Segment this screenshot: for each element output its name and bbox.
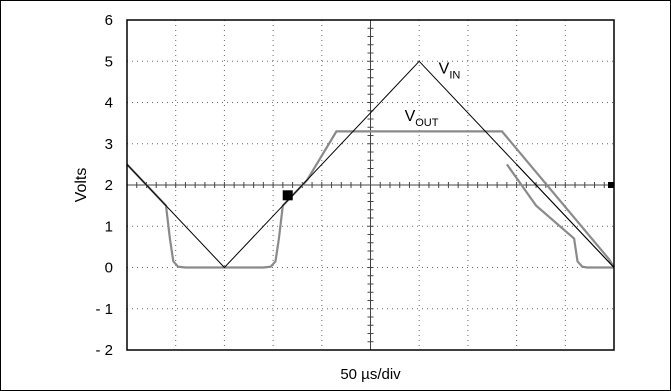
y-tick-label: 3 <box>105 136 113 153</box>
y-tick-label: 0 <box>105 260 113 277</box>
right-trigger-marker <box>608 182 614 188</box>
y-tick-label: 4 <box>105 95 113 112</box>
series-annotation: VOUT <box>405 108 439 129</box>
axes: 6 5 4 3 2 1 0 - 1 - 2 <box>95 12 113 359</box>
plot-area: VIN VOUT <box>126 19 615 351</box>
plot-border <box>126 19 615 351</box>
y-tick-label: 1 <box>105 218 113 235</box>
series-annotation: VIN <box>439 61 461 82</box>
y-tick-label: - 1 <box>95 301 113 318</box>
y-tick-label: 6 <box>105 12 113 29</box>
series-line-vout <box>127 130 614 269</box>
y-tick-label: 5 <box>105 53 113 70</box>
traces <box>127 60 614 269</box>
y-axis-label: Volts <box>73 168 90 203</box>
y-tick-label: 2 <box>105 177 113 194</box>
y-tick-label: - 2 <box>95 342 113 359</box>
trigger-marker <box>282 190 293 201</box>
series-line-vout-tail <box>506 163 614 269</box>
x-axis-label: 50 µs/div <box>340 366 401 383</box>
series-line-vin-tail <box>516 164 614 269</box>
